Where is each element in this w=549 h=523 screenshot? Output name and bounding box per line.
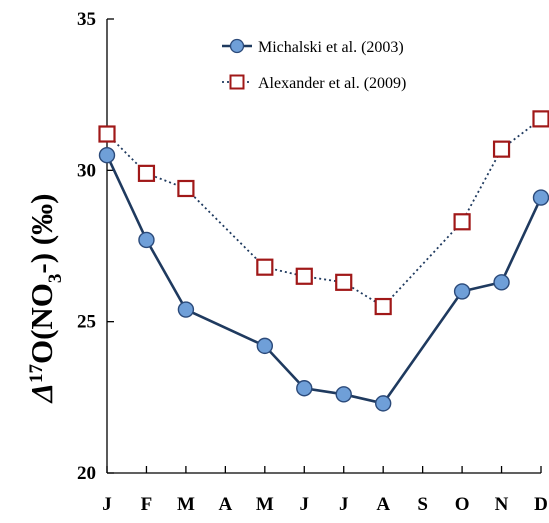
x-tick-label: M xyxy=(256,494,274,515)
data-point xyxy=(493,274,510,291)
data-point xyxy=(177,301,195,318)
data-point xyxy=(177,179,195,198)
data-point xyxy=(374,395,392,412)
data-point xyxy=(98,146,116,164)
data-point xyxy=(98,125,116,143)
y-axis-label: Δ17O(NO3-) (‰) xyxy=(24,194,66,405)
data-point xyxy=(532,189,549,206)
y-axis-title-main: O(NO xyxy=(24,283,59,364)
data-point xyxy=(532,110,549,128)
series-group xyxy=(98,110,549,412)
data-point xyxy=(335,386,352,403)
x-tick-label: F xyxy=(141,494,153,515)
data-point xyxy=(137,164,156,182)
x-tick-label: J xyxy=(339,494,349,515)
y-axis-title-subscript: 3 xyxy=(45,274,66,284)
y-axis-title: Δ17O(NO3-) (‰) xyxy=(24,194,66,405)
y-axis-title-symbol: Δ xyxy=(24,383,59,404)
y-tick-label: 25 xyxy=(77,312,96,333)
x-tick-label: A xyxy=(218,494,232,515)
x-tick-label: A xyxy=(376,494,390,515)
data-point xyxy=(138,231,155,249)
data-point xyxy=(335,273,353,291)
y-tick-label: 35 xyxy=(77,9,96,30)
x-tick-label: N xyxy=(495,494,509,515)
legend-marker xyxy=(229,38,245,54)
series-michalski xyxy=(98,146,549,412)
axes: 20 25 30 35 J F M A M J J A S O N D xyxy=(77,9,548,515)
x-tick-label: D xyxy=(534,494,548,515)
data-point xyxy=(453,283,471,300)
legend-label: Michalski et al. (2003) xyxy=(258,39,404,56)
x-tick-label: J xyxy=(102,494,112,515)
x-tick-label: S xyxy=(417,494,428,515)
legend-marker xyxy=(229,74,245,90)
x-tick-label: J xyxy=(300,494,310,515)
legend: Michalski et al. (2003) Alexander et al. … xyxy=(222,38,406,92)
y-axis-title-superscript: 17 xyxy=(26,364,47,384)
data-point xyxy=(256,337,274,355)
data-point xyxy=(453,213,471,231)
series-alexander xyxy=(98,110,549,316)
data-point xyxy=(295,267,313,285)
data-point xyxy=(296,380,313,397)
series-line xyxy=(106,118,542,308)
x-tick-label: M xyxy=(177,494,195,515)
legend-label: Alexander et al. (2009) xyxy=(258,75,406,92)
data-point xyxy=(256,258,274,276)
y-tick-label: 30 xyxy=(77,160,96,181)
x-tick-label: O xyxy=(455,494,470,515)
series-line xyxy=(105,154,543,405)
y-tick-label: 20 xyxy=(77,463,96,484)
data-point xyxy=(492,140,511,158)
data-point xyxy=(374,297,392,316)
y-axis-title-tail: -) (‰) xyxy=(24,194,59,274)
